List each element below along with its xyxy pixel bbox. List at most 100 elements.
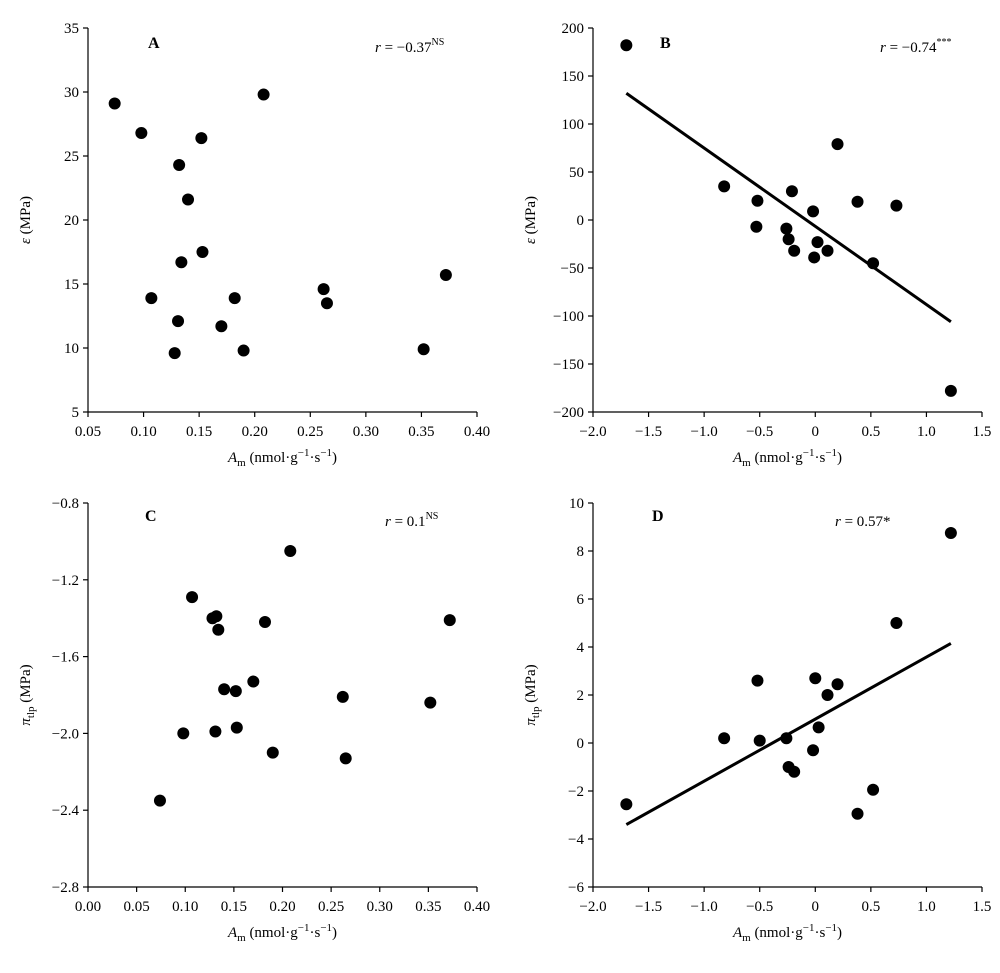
data-point (175, 256, 188, 269)
data-point (172, 315, 185, 328)
x-axis-label: Am (nmol·g−1·s−1) (732, 922, 842, 944)
data-point (750, 220, 763, 233)
panel-letter: C (145, 508, 157, 525)
data-point (788, 765, 801, 778)
data-point (620, 798, 633, 811)
panel-b: −2.0 −1.5 −1.0 −0.5 0 0.5 1.0 1.5 −200 −150 −100 −5… (523, 21, 991, 469)
data-point (186, 591, 199, 604)
data-point (821, 689, 834, 701)
y-tick-label: 50 (569, 165, 584, 181)
y-tick-label: 0 (577, 213, 585, 229)
y-tick-label: −200 (553, 405, 584, 421)
x-tick-label: 0.40 (464, 424, 490, 440)
data-point (209, 725, 222, 738)
correlation-label: r = −0.74*** (880, 37, 952, 56)
x-tick-label: 0.15 (221, 899, 247, 915)
data-point (212, 623, 225, 636)
x-tick-label: 0.05 (75, 424, 101, 440)
data-point (168, 347, 181, 360)
x-tick-label: 0.05 (124, 899, 150, 915)
data-point (851, 807, 864, 820)
x-tick-label: 0.00 (75, 899, 101, 915)
x-tick-label: 0.40 (464, 899, 490, 915)
data-point (218, 683, 231, 696)
data-point (812, 721, 825, 734)
panel-a: 0.05 0.10 0.15 0.20 0.25 0.30 0.35 0.40 5 10 15 20 2… (18, 21, 490, 469)
y-tick-label: −2 (568, 784, 584, 800)
y-tick-label: −4 (568, 832, 584, 848)
y-tick-label: 10 (569, 496, 584, 512)
data-point (851, 195, 864, 208)
correlation-label: r = 0.1NS (385, 511, 438, 530)
x-tick-label: 1.5 (973, 424, 992, 440)
data-point (317, 283, 330, 296)
panel-c: 0.00 0.05 0.10 0.15 0.20 0.25 0.30 0.35 0.40 −2.8… (18, 496, 490, 944)
x-tick-label: 0.25 (297, 424, 323, 440)
data-point (785, 185, 798, 198)
data-point (807, 744, 820, 757)
x-axis-label: Am (nmol·g−1·s−1) (732, 447, 842, 469)
data-point (890, 617, 903, 629)
x-tick-label: −2.0 (579, 899, 606, 915)
data-point (182, 193, 195, 206)
data-point (751, 674, 764, 687)
x-axis-label: Am (nmol·g−1·s−1) (227, 922, 337, 944)
data-point (867, 257, 880, 270)
x-tick-label: 0.20 (242, 424, 268, 440)
data-point (135, 126, 148, 139)
panel-d: −2.0 −1.5 −1.0 −0.5 0 0.5 1.0 1.5 −6 −4 −2 0 2 4 6 8 10 A… (523, 496, 991, 944)
data-point (944, 384, 957, 397)
data-point (173, 158, 186, 171)
x-axis-label: Am (nmol·g−1·s−1) (227, 447, 337, 469)
correlation-label: r = −0.37NS (375, 37, 444, 56)
x-tick-label: −0.5 (746, 899, 773, 915)
data-point (336, 690, 349, 703)
x-tick-label: −0.5 (746, 424, 773, 440)
data-point (809, 672, 822, 685)
data-point (753, 734, 766, 747)
data-point (266, 746, 279, 759)
x-tick-label: 0 (812, 899, 820, 915)
y-tick-label: 8 (577, 544, 585, 560)
y-axis-label: πtlp (MPa) (18, 664, 37, 725)
y-tick-label: 15 (64, 277, 79, 293)
x-tick-label: 0.30 (367, 899, 393, 915)
data-point (215, 320, 228, 333)
data-point (831, 138, 844, 151)
y-tick-label: 2 (577, 688, 585, 704)
x-tick-label: 0.20 (269, 899, 295, 915)
y-tick-label: 25 (64, 149, 79, 165)
y-tick-label: 35 (64, 21, 79, 37)
y-tick-label: −6 (568, 880, 584, 896)
data-point (153, 794, 166, 807)
y-tick-label: −100 (553, 309, 584, 325)
data-point (247, 675, 260, 688)
data-point (237, 344, 250, 357)
x-tick-label: −1.0 (691, 899, 718, 915)
data-point (284, 545, 297, 557)
data-point (196, 246, 209, 258)
data-point (620, 39, 633, 52)
data-point (210, 610, 223, 623)
y-tick-label: 20 (64, 213, 79, 229)
y-tick-label: −1.2 (52, 573, 79, 589)
data-point (145, 292, 158, 305)
y-axis-label: πtlp (MPa) (523, 664, 542, 725)
x-tick-label: −1.5 (635, 424, 662, 440)
y-tick-label: −2.8 (52, 880, 79, 896)
x-tick-label: 1.5 (973, 899, 992, 915)
x-tick-label: −2.0 (579, 424, 606, 440)
data-point (890, 199, 903, 212)
data-point (751, 194, 764, 207)
y-tick-label: 150 (562, 69, 585, 85)
data-point (867, 783, 880, 796)
regression-line (625, 92, 952, 323)
data-point (718, 732, 731, 745)
data-point (228, 292, 241, 305)
y-tick-label: −2.0 (52, 726, 79, 742)
x-tick-label: −1.0 (691, 424, 718, 440)
data-point (718, 180, 731, 193)
data-point (439, 269, 452, 282)
y-axis-label: ε (MPa) (523, 196, 539, 244)
